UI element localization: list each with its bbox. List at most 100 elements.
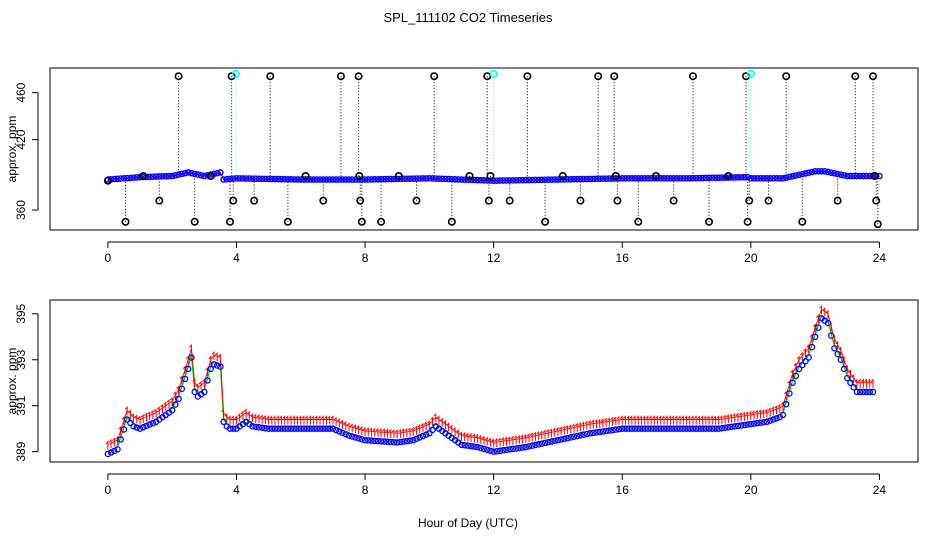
top-average-point [281,175,288,183]
top-raw-point [354,72,363,81]
bottom-upper-mark [738,412,742,422]
top-average-point [503,177,510,184]
top-average-point [291,176,298,183]
bottom-average-point [271,425,279,432]
bottom-average-point [680,425,687,432]
bottom-upper-mark [472,433,475,443]
bottom-upper-mark [719,414,723,425]
bottom-average-point [361,436,369,444]
bottom-average-point [313,425,321,432]
bottom-average-point [850,384,857,391]
bottom-upper-mark [272,415,276,425]
bottom-upper-mark [642,415,646,425]
bottom-upper-mark [700,415,704,425]
bottom-upper-mark [671,415,675,425]
bottom-upper-mark [844,364,848,374]
bottom-upper-mark [562,425,565,435]
bottom-upper-mark [497,437,501,447]
top-average-point [573,175,581,183]
bottom-upper-mark [346,422,350,432]
bottom-upper-mark [218,353,221,363]
top-average-point [622,175,629,182]
bottom-upper-mark [661,415,665,425]
bottom-upper-mark [819,304,823,315]
bottom-upper-mark [288,415,292,425]
top-average-point [168,172,176,180]
bottom-upper-mark [825,309,829,319]
bottom-upper-mark [529,432,533,442]
bottom-average-point [249,423,256,430]
top-average-point [853,172,861,180]
figure-title: SPL_111102 CO2 Timeseries [383,10,553,25]
bottom-average-point [281,425,288,432]
bottom-average-point [204,377,211,384]
bottom-average-point [747,420,755,428]
bottom-average-point [387,438,395,446]
bottom-average-point [143,422,150,430]
bottom-upper-mark [648,415,652,425]
top-average-point [278,175,285,183]
bottom-average-point [750,420,758,427]
top-raw-point [430,72,439,81]
top-average-point [429,175,436,182]
top-average-point [426,175,433,182]
top-average-point [876,172,883,180]
bottom-average-point [490,448,497,455]
bottom-upper-mark [388,428,392,438]
top-average-point [638,175,645,182]
top-average-point [580,175,587,183]
bottom-average-point [172,401,179,408]
bottom-upper-mark [176,385,180,395]
bottom-upper-mark [201,378,205,388]
bottom-average-point [795,365,803,373]
top-average-point [760,175,767,182]
bottom-average-point [741,421,748,429]
bottom-data-marks [104,304,877,458]
bottom-average-point [792,372,800,380]
top-average-point [284,175,292,183]
bottom-upper-mark [545,428,549,439]
top-average-point [181,169,189,177]
top-average-point [741,173,748,181]
bottom-upper-mark [619,415,623,425]
top-average-point [355,176,362,183]
top-average-point [715,174,722,182]
bottom-upper-mark [234,415,237,425]
bottom-average-point [590,429,597,437]
bottom-average-point [191,388,198,396]
top-average-point [403,175,411,183]
bottom-upper-mark [246,410,250,420]
bottom-average-point [763,418,771,426]
bottom-average-point [554,436,562,444]
top-raw-point [851,72,860,81]
bottom-upper-mark [697,415,700,425]
top-raw-point [634,217,643,226]
top-x-tick-label: 8 [362,251,369,265]
bottom-y-axis: 389 391 393 395 [14,303,39,462]
top-average-point [451,175,459,183]
bottom-average-point [117,436,124,443]
bottom-upper-mark [552,427,556,437]
top-raw-point [868,72,877,81]
bottom-upper-mark [568,424,572,434]
top-average-point [708,174,716,182]
top-x-axis: 0 4 8 12 16 20 24 [105,241,886,265]
top-raw-point [336,72,345,81]
bottom-average-point [853,388,861,396]
bottom-upper-mark [668,415,671,425]
top-raw-point [139,172,148,181]
top-average-point [287,176,295,183]
bottom-average-point [535,441,542,448]
top-average-point [583,175,591,183]
bottom-upper-mark [510,435,514,445]
top-average-point [663,175,671,182]
bottom-average-point [654,425,661,432]
top-average-point [699,174,706,182]
bottom-upper-mark [549,428,553,438]
bottom-upper-mark [256,413,260,424]
top-average-point [618,175,626,182]
top-average-point [747,175,755,182]
top-average-point [226,175,234,183]
bottom-upper-mark [144,412,147,422]
